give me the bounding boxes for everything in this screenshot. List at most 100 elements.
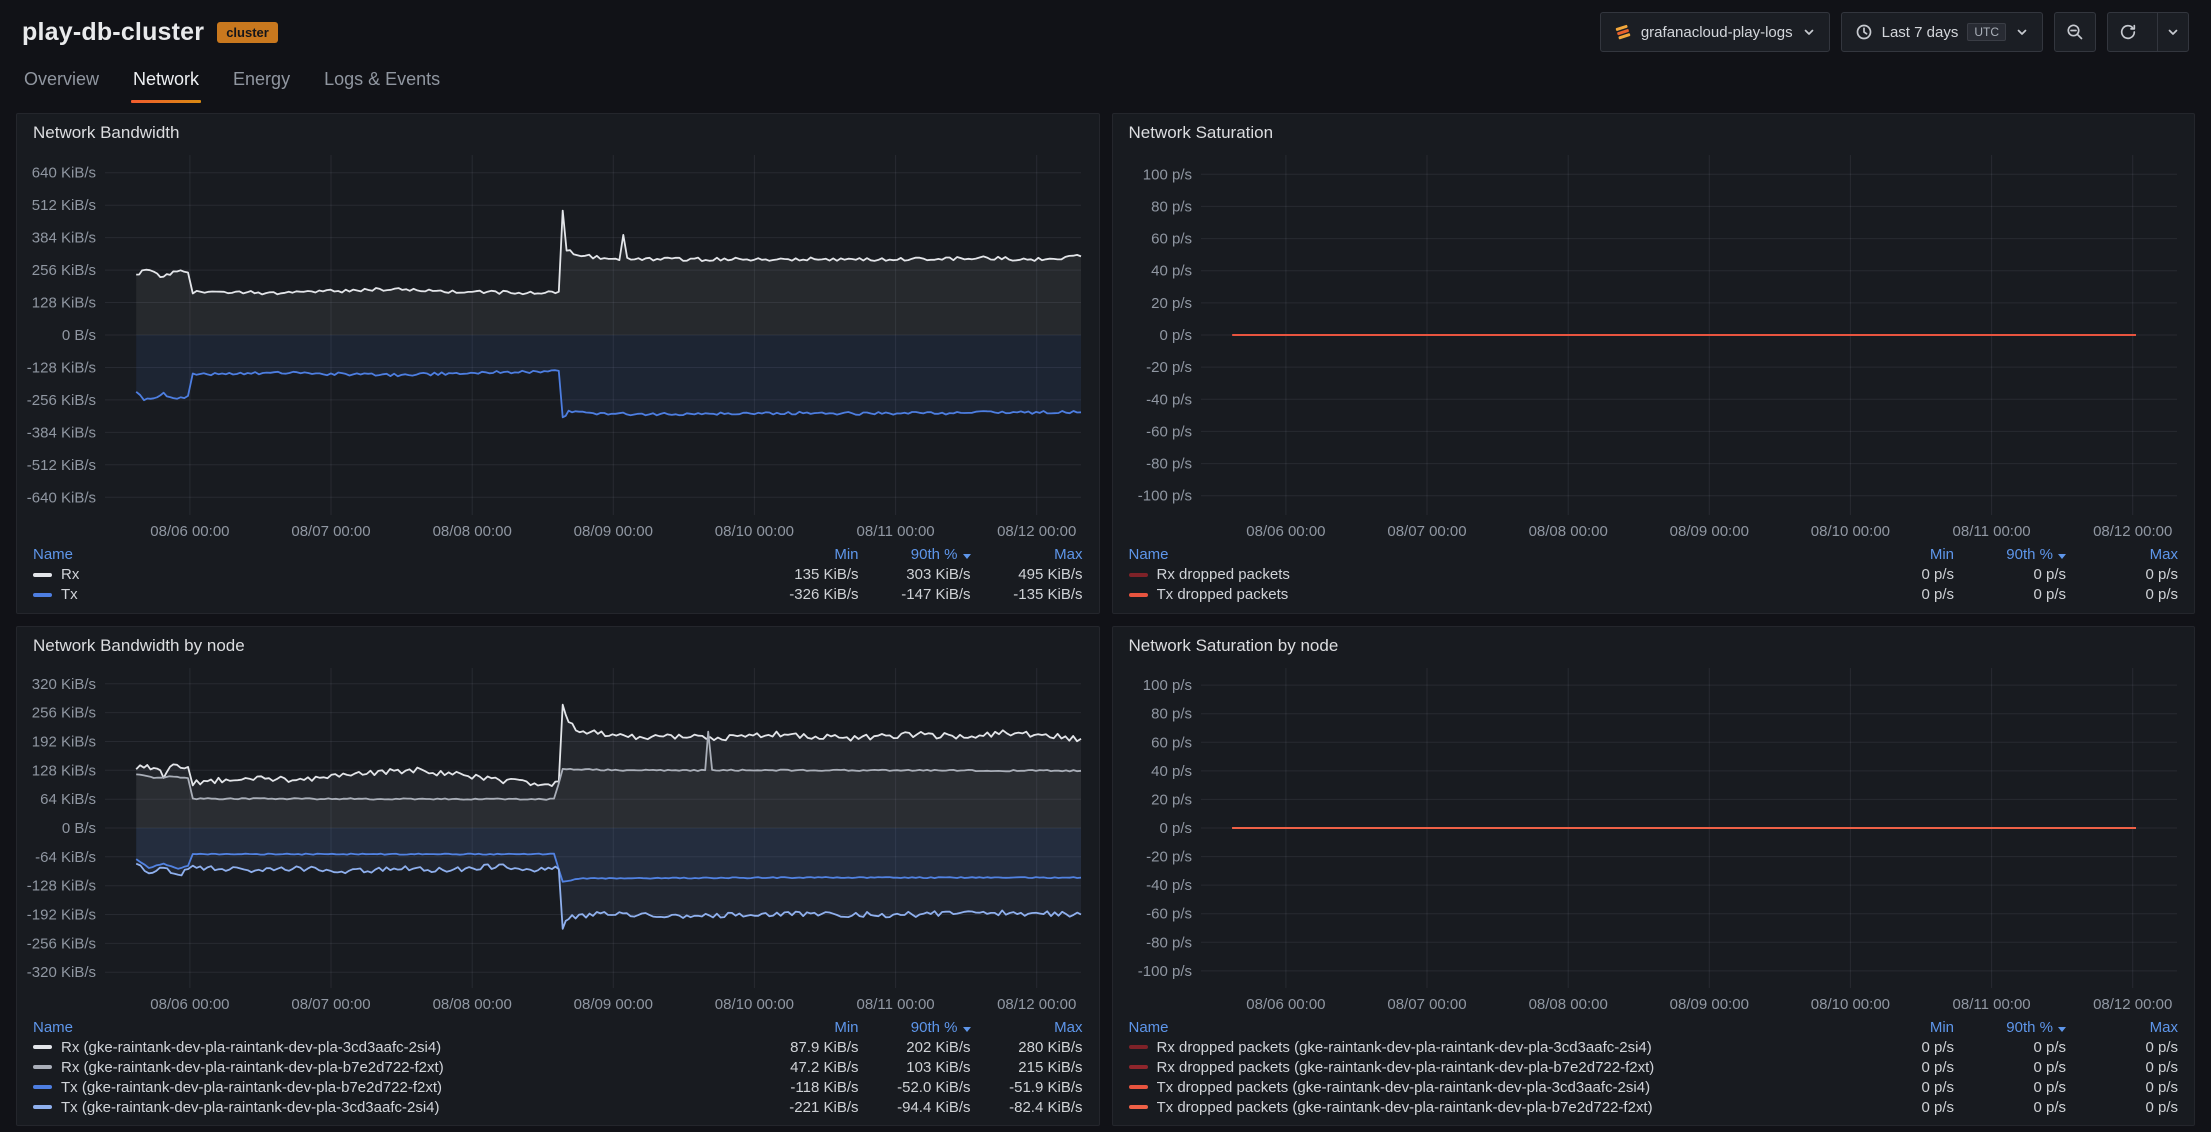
legend-value: -326 KiB/s: [789, 586, 859, 603]
svg-text:192 KiB/s: 192 KiB/s: [32, 733, 96, 750]
series-label[interactable]: Tx dropped packets (gke-raintank-dev-pla…: [1156, 1078, 1651, 1096]
legend-col-max[interactable]: Max: [1054, 1018, 1083, 1036]
series-label[interactable]: Rx: [61, 566, 80, 583]
svg-text:08/10 00:00: 08/10 00:00: [1810, 996, 1889, 1013]
svg-text:0 B/s: 0 B/s: [62, 327, 96, 344]
timezone-chip: UTC: [1967, 23, 2006, 41]
network-saturation-chart[interactable]: 08/06 00:00 08/07 00:00 08/08 00:00 08/09 0…: [1119, 145, 2189, 545]
svg-text:08/09 00:00: 08/09 00:00: [1669, 996, 1748, 1013]
svg-text:40 p/s: 40 p/s: [1151, 263, 1192, 280]
tab-energy[interactable]: Energy: [233, 69, 291, 89]
legend-col-name[interactable]: Name: [33, 1018, 74, 1036]
legend-row: Tx dropped packets (gke-raintank-dev-pla…: [1128, 1097, 2178, 1117]
svg-text:-100 p/s: -100 p/s: [1137, 488, 1191, 505]
chart-canvas[interactable]: 08/06 00:00 08/07 00:00 08/08 00:00 08/09 0…: [1119, 658, 2189, 1018]
zoom-out-button[interactable]: [2054, 12, 2096, 52]
legend-col-name[interactable]: Name: [1128, 1018, 1169, 1036]
svg-text:60 p/s: 60 p/s: [1151, 231, 1192, 248]
legend: Name Min 90th % Max Rx 135 KiB/s 303 KiB/s 495 …: [17, 545, 1099, 613]
chart-canvas[interactable]: 08/06 00:00 08/07 00:00 08/08 00:00 08/09 0…: [23, 145, 1093, 545]
chart-canvas[interactable]: 08/06 00:00 08/07 00:00 08/08 00:00 08/09 0…: [1119, 145, 2189, 545]
network-bandwidth-chart[interactable]: 08/06 00:00 08/07 00:00 08/08 00:00 08/09 0…: [23, 145, 1093, 545]
legend-col-min[interactable]: Min: [834, 1018, 859, 1036]
legend: Name Min 90th % Max Rx (gke-raintank-dev-pla…: [17, 1017, 1099, 1125]
series-label[interactable]: Tx (gke-raintank-dev-pla-raintank-dev-pl…: [61, 1098, 440, 1116]
svg-text:-128 KiB/s: -128 KiB/s: [27, 360, 96, 377]
panel-network-saturation: Network Saturation 08/06 00:00 08/07 00:0…: [1111, 113, 2195, 614]
series-label[interactable]: Rx (gke-raintank-dev-pla-raintank-dev-pl…: [61, 1038, 442, 1056]
page-title: play-db-cluster: [22, 17, 205, 46]
svg-text:08/06 00:00: 08/06 00:00: [1246, 996, 1325, 1013]
panel-title[interactable]: Network Saturation by node: [1128, 635, 1339, 655]
svg-text:-512 KiB/s: -512 KiB/s: [27, 457, 96, 474]
series-label[interactable]: Tx (gke-raintank-dev-pla-raintank-dev-pl…: [61, 1078, 443, 1096]
series-label[interactable]: Rx (gke-raintank-dev-pla-raintank-dev-pl…: [61, 1058, 444, 1076]
svg-text:320 KiB/s: 320 KiB/s: [32, 675, 96, 692]
dashboard-header: play-db-cluster cluster grafanacloud-pla…: [0, 0, 2211, 56]
legend-col-name[interactable]: Name: [33, 546, 74, 563]
legend-value: 0 p/s: [2145, 586, 2178, 603]
panel-title[interactable]: Network Bandwidth: [33, 123, 180, 142]
title-wrap: play-db-cluster cluster: [22, 18, 278, 47]
svg-text:256 KiB/s: 256 KiB/s: [32, 704, 96, 721]
legend-col-max[interactable]: Max: [1054, 546, 1083, 563]
chevron-down-icon: [2168, 29, 2178, 35]
svg-text:128 KiB/s: 128 KiB/s: [32, 295, 96, 312]
series-color-swatch: [1128, 1065, 1148, 1069]
refresh-button[interactable]: [2108, 13, 2148, 51]
chevron-down-icon: [1804, 29, 1813, 35]
legend-value: 0 p/s: [2033, 1038, 2066, 1056]
tab-overview[interactable]: Overview: [24, 69, 100, 89]
svg-text:08/08 00:00: 08/08 00:00: [433, 523, 512, 540]
panel-title[interactable]: Network Saturation: [1128, 123, 1274, 142]
legend-col-name[interactable]: Name: [1128, 546, 1169, 563]
legend-col-min[interactable]: Min: [1929, 1018, 1954, 1036]
datasource-picker[interactable]: grafanacloud-play-logs: [1599, 12, 1830, 52]
time-range-picker[interactable]: Last 7 days UTC: [1840, 12, 2043, 52]
legend-col-90th-[interactable]: 90th %: [859, 1019, 971, 1036]
legend-col-90th-[interactable]: 90th %: [1954, 1019, 2066, 1036]
panel-title[interactable]: Network Bandwidth by node: [33, 635, 245, 655]
network-saturation-by-node-chart[interactable]: 08/06 00:00 08/07 00:00 08/08 00:00 08/09 0…: [1119, 658, 2189, 1018]
svg-text:08/06 00:00: 08/06 00:00: [150, 996, 229, 1013]
legend-value: 0 p/s: [1921, 586, 1954, 603]
svg-text:-20 p/s: -20 p/s: [1146, 848, 1192, 865]
svg-text:08/11 00:00: 08/11 00:00: [1952, 996, 2030, 1013]
svg-text:-320 KiB/s: -320 KiB/s: [27, 964, 96, 981]
series-color-swatch: [33, 1105, 52, 1109]
legend-value: 495 KiB/s: [1018, 566, 1083, 583]
series-label[interactable]: Tx dropped packets: [1156, 586, 1289, 603]
svg-text:-256 KiB/s: -256 KiB/s: [27, 935, 96, 952]
svg-text:0 B/s: 0 B/s: [62, 820, 96, 837]
svg-text:-64 KiB/s: -64 KiB/s: [35, 848, 96, 865]
series-label[interactable]: Rx dropped packets: [1156, 566, 1290, 583]
series-label[interactable]: Tx dropped packets (gke-raintank-dev-pla…: [1156, 1098, 1653, 1116]
series-label[interactable]: Rx dropped packets (gke-raintank-dev-pla…: [1156, 1058, 1655, 1076]
tab-network[interactable]: Network: [131, 58, 202, 103]
legend-col-max[interactable]: Max: [2149, 546, 2178, 563]
series-line-tx-gke-raintank-dev-pla-raintank-dev-pla-3cd3aafc-2si4: [135, 862, 1082, 930]
series-label[interactable]: Tx: [61, 586, 78, 603]
network-bandwidth-by-node-chart[interactable]: 08/06 00:00 08/07 00:00 08/08 00:00 08/09 0…: [23, 658, 1093, 1018]
legend-col-90th-[interactable]: 90th %: [859, 546, 971, 563]
chart-canvas[interactable]: 08/06 00:00 08/07 00:00 08/08 00:00 08/09 0…: [23, 658, 1093, 1018]
svg-text:80 p/s: 80 p/s: [1151, 705, 1192, 722]
series-fill-tx: [136, 335, 1081, 418]
svg-text:08/07 00:00: 08/07 00:00: [1387, 523, 1466, 540]
legend-value: -94.4 KiB/s: [897, 1098, 971, 1116]
refresh-interval-dropdown[interactable]: [2157, 13, 2188, 51]
toolbar: grafanacloud-play-logs Last 7 days UTC: [1599, 12, 2189, 52]
legend-col-90th-[interactable]: 90th %: [1954, 546, 2066, 563]
tab-logs-events[interactable]: Logs & Events: [324, 69, 441, 89]
series-color-swatch: [33, 572, 52, 577]
legend-col-max[interactable]: Max: [2149, 1018, 2178, 1036]
legend-value: 0 p/s: [2033, 566, 2066, 583]
series-label[interactable]: Rx dropped packets (gke-raintank-dev-pla…: [1156, 1038, 1652, 1056]
legend-col-min[interactable]: Min: [834, 546, 859, 563]
legend-col-min[interactable]: Min: [1929, 546, 1954, 563]
legend-value: 0 p/s: [2033, 586, 2066, 603]
series-fill-rx-gke-raintank-dev-pla-raintank-dev-pla-b7e2d722-f2xt: [136, 731, 1081, 828]
svg-text:-60 p/s: -60 p/s: [1146, 905, 1192, 922]
legend-value: 0 p/s: [2145, 1038, 2178, 1056]
sort-desc-icon: [962, 554, 971, 559]
